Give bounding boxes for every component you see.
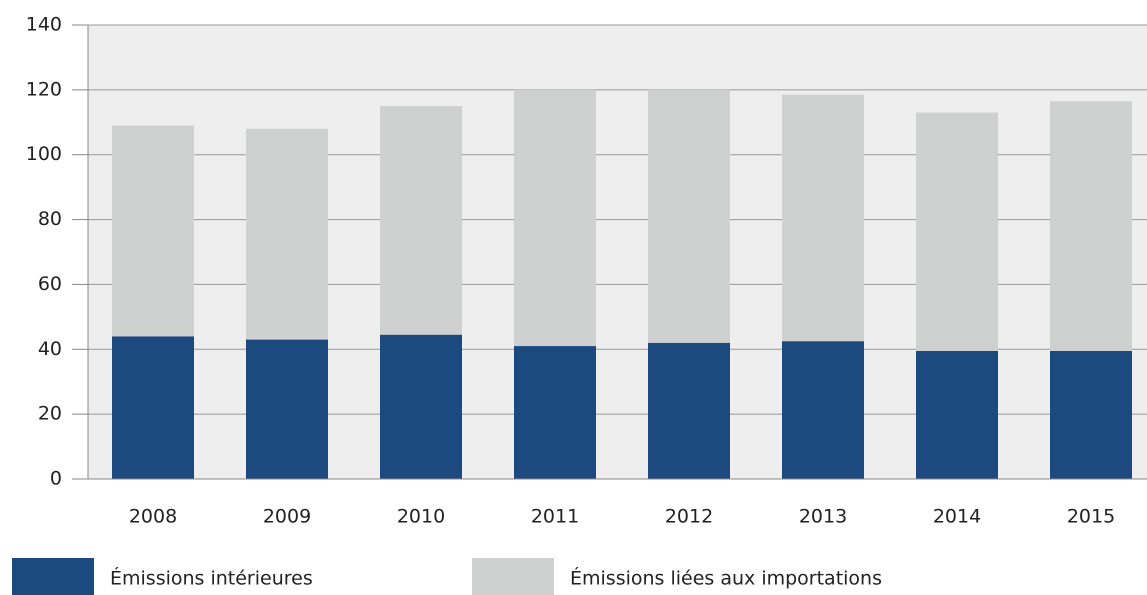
bar-segment: [514, 346, 596, 479]
x-tick-label: 2012: [665, 506, 713, 528]
bar-segment: [246, 128, 328, 340]
legend-swatch: [12, 558, 94, 595]
bar-segment: [1050, 350, 1132, 479]
legend-label: Émissions liées aux importations: [570, 567, 882, 590]
bar-segment: [112, 125, 194, 337]
x-tick-label: 2008: [129, 506, 177, 528]
legend-label: Émissions intérieures: [110, 567, 313, 590]
x-tick-label: 2014: [933, 506, 981, 528]
bar-segment: [380, 334, 462, 479]
bar-segment: [514, 89, 596, 347]
y-tick-label: 60: [38, 273, 62, 295]
bar-segment: [916, 350, 998, 479]
bar-segment: [1050, 101, 1132, 351]
x-tick-label: 2009: [263, 506, 311, 528]
y-tick-label: 20: [38, 403, 62, 425]
bar-segment: [112, 336, 194, 479]
y-tick-label: 120: [26, 78, 62, 100]
x-tick-label: 2011: [531, 506, 579, 528]
bar-segment: [916, 112, 998, 351]
y-tick-label: 80: [38, 208, 62, 230]
y-tick-label: 100: [26, 143, 62, 165]
bar-segment: [246, 339, 328, 479]
y-tick-label: 0: [50, 468, 62, 490]
bar-segment: [782, 341, 864, 479]
x-tick-label: 2015: [1067, 506, 1115, 528]
y-tick-label: 140: [26, 14, 62, 36]
x-tick-label: 2013: [799, 506, 847, 528]
x-tick-label: 2010: [397, 506, 445, 528]
bar-segment: [648, 89, 730, 343]
y-tick-label: 40: [38, 338, 62, 360]
bar-segment: [782, 94, 864, 342]
bar-segment: [380, 106, 462, 335]
legend-swatch: [472, 558, 554, 595]
bar-segment: [648, 342, 730, 479]
